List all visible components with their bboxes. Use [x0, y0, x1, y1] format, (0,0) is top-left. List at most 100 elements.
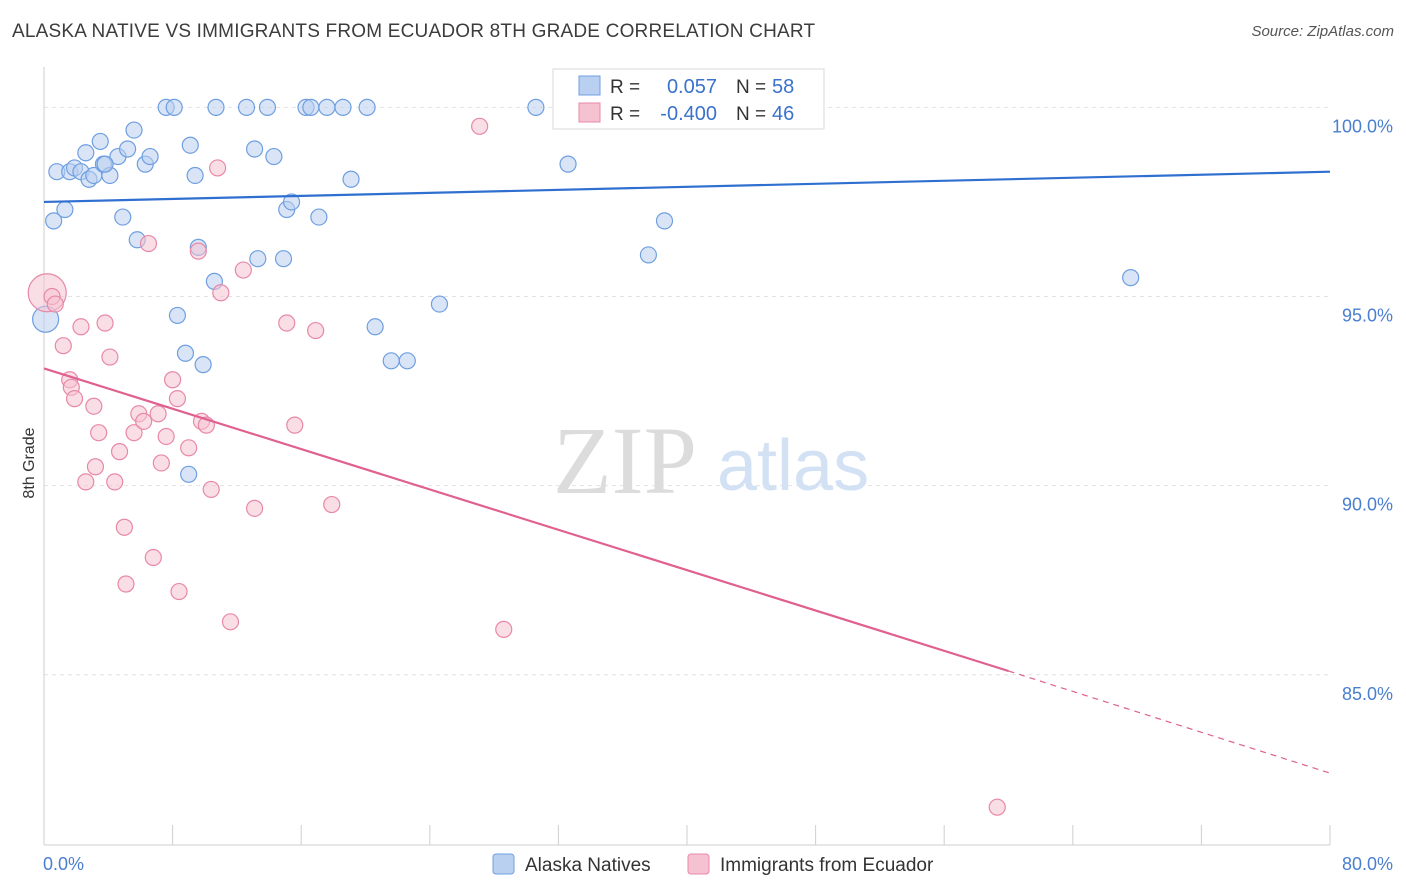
alaska-point: [249, 250, 267, 268]
points-layer: [27, 98, 1140, 816]
ecuador-point: [101, 348, 119, 366]
alaska-point: [125, 121, 143, 139]
ecuador-point: [164, 371, 182, 389]
axis-layer: 100.0% 95.0% 90.0% 85.0% 0.0% 80.0%: [43, 67, 1393, 874]
watermark-atlas: atlas: [717, 426, 869, 506]
ecuador-point: [323, 495, 341, 514]
y-tick-label: 100.0%: [1332, 116, 1393, 136]
ecuador-point: [96, 314, 114, 332]
ecuador-trend-extension: [1008, 670, 1331, 774]
alaska-point: [114, 208, 132, 226]
alaska-point: [302, 98, 320, 116]
alaska-point: [258, 98, 277, 116]
alaska-point: [237, 98, 256, 116]
ecuador-point: [77, 473, 95, 491]
legend-n-value-1: 58: [772, 76, 794, 98]
alaska-point: [207, 98, 225, 116]
chart-source: Source: ZipAtlas.com: [1251, 23, 1394, 40]
alaska-point: [527, 98, 545, 116]
watermark: ZIP atlas: [553, 407, 869, 514]
ecuador-point: [65, 390, 84, 408]
series-legend: Alaska Natives Immigrants from Ecuador: [492, 853, 934, 876]
ecuador-point: [495, 620, 513, 638]
alaska-trend-line: [43, 170, 1331, 204]
ecuador-point: [110, 443, 129, 461]
ecuador-point: [278, 314, 296, 332]
legend-r-label-2: R =: [610, 104, 640, 125]
alaska-point: [398, 352, 416, 370]
ecuador-point: [307, 321, 325, 340]
series-legend-label-alaska: Alaska Natives: [525, 855, 651, 876]
ecuador-point: [988, 798, 1006, 816]
alaska-point: [45, 212, 63, 230]
ecuador-trend-line: [43, 367, 1009, 673]
legend-n-label-1: N =: [736, 77, 766, 98]
legend-r-label-1: R =: [610, 77, 640, 98]
ecuador-point: [72, 318, 90, 336]
ecuador-point: [286, 416, 304, 434]
ecuador-point: [189, 242, 207, 260]
alaska-point: [639, 246, 658, 264]
ecuador-point: [209, 159, 227, 177]
legend-swatch-ecuador: [578, 102, 601, 123]
alaska-point: [310, 208, 328, 226]
ecuador-point: [46, 295, 64, 313]
legend-r-value-2: -0.400: [660, 103, 717, 125]
alaska-point: [366, 318, 384, 336]
alaska-point: [168, 306, 187, 325]
ecuador-point: [135, 412, 153, 430]
series-legend-swatch-ecuador: [687, 853, 710, 875]
ecuador-point: [106, 473, 124, 491]
alaska-point: [559, 155, 577, 173]
ecuador-point: [180, 439, 198, 457]
grid-layer: [44, 106, 1330, 676]
alaska-point: [358, 98, 376, 116]
alaska-point: [77, 144, 95, 162]
ecuador-point: [115, 518, 133, 536]
ecuador-point: [234, 261, 252, 279]
y-tick-label: 90.0%: [1342, 495, 1393, 515]
alaska-point: [56, 200, 74, 219]
legend-r-value-1: 0.057: [667, 76, 717, 98]
alaska-point: [186, 166, 204, 185]
x-tick-label: 80.0%: [1342, 854, 1393, 874]
ecuador-point: [157, 427, 175, 446]
ecuador-point: [90, 424, 108, 442]
legend-n-value-2: 46: [772, 103, 794, 125]
y-tick-label: 95.0%: [1342, 306, 1393, 326]
y-tick-label: 85.0%: [1342, 684, 1393, 704]
alaska-point: [194, 356, 212, 374]
ecuador-point: [245, 499, 264, 517]
alaska-point: [342, 170, 360, 188]
ecuador-point: [152, 454, 170, 472]
ecuador-point: [471, 117, 489, 135]
trend-layer: [43, 170, 1331, 774]
alaska-point: [176, 344, 195, 362]
ecuador-point: [144, 548, 162, 567]
alaska-point: [334, 98, 352, 116]
y-axis-title: 8th Grade: [21, 427, 38, 498]
alaska-point: [165, 98, 183, 116]
alaska-point: [141, 147, 159, 166]
legend-n-label-2: N =: [736, 104, 766, 125]
ecuador-point: [202, 480, 220, 499]
ecuador-point: [168, 390, 187, 408]
ecuador-point: [54, 337, 72, 355]
alaska-point: [274, 250, 293, 268]
legend-swatch-alaska: [578, 75, 601, 96]
alaska-point: [318, 98, 336, 116]
alaska-point: [118, 140, 137, 158]
alaska-point: [245, 140, 264, 158]
alaska-point: [282, 193, 301, 211]
alaska-point: [382, 352, 400, 370]
alaska-point: [181, 136, 199, 154]
ecuador-point: [149, 405, 167, 423]
stats-legend: R = 0.057 N = 58 R = -0.400 N = 46: [552, 68, 825, 130]
ecuador-point: [212, 284, 230, 302]
alaska-point: [655, 212, 674, 230]
watermark-zip: ZIP: [553, 407, 697, 514]
series-legend-swatch-alaska: [492, 853, 515, 875]
ecuador-point: [221, 613, 240, 631]
ecuador-point: [139, 234, 158, 253]
